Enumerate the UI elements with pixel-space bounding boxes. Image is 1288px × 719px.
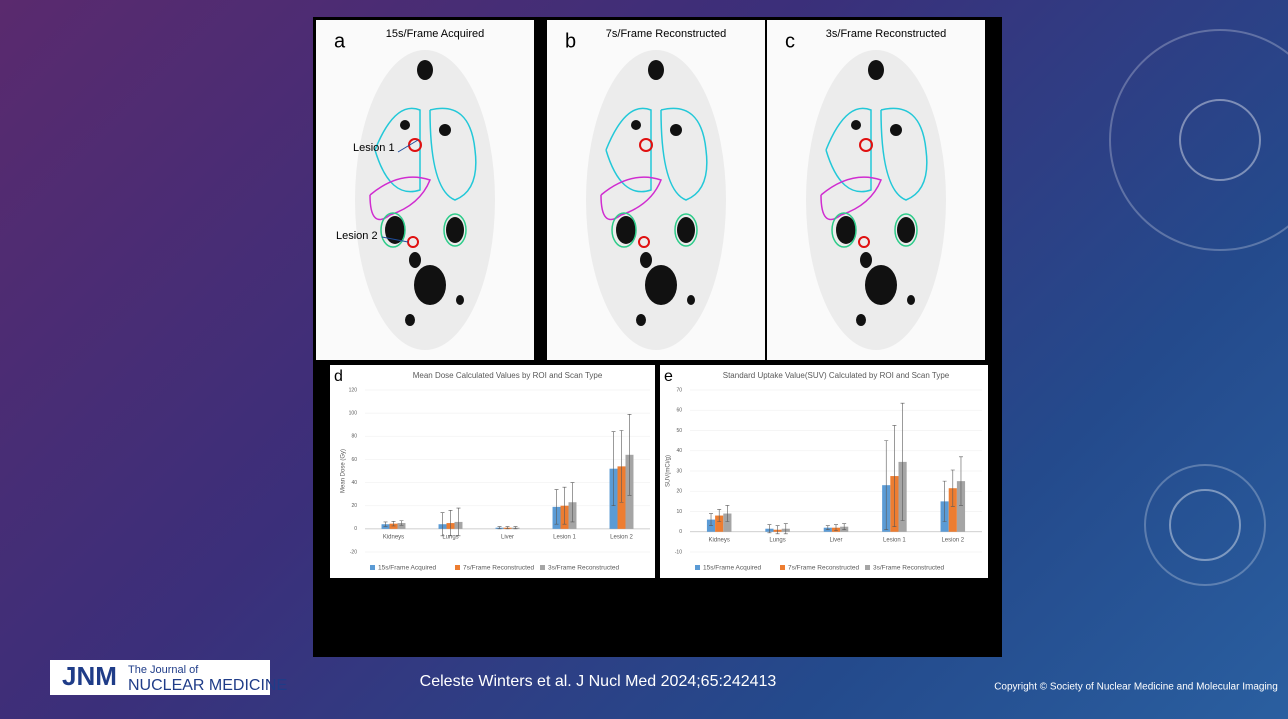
uptake (865, 265, 897, 305)
x-tick-label: Liver (501, 534, 514, 540)
legend-label: 7s/Frame Reconstructed (788, 565, 860, 572)
uptake (446, 217, 464, 243)
legend-label: 15s/Frame Acquired (378, 565, 437, 572)
uptake (670, 124, 682, 136)
panel-letter: b (565, 30, 576, 52)
y-tick-label: 40 (351, 480, 357, 486)
chart-box (660, 365, 988, 578)
uptake (439, 124, 451, 136)
legend-label: 3s/Frame Reconstructed (548, 565, 620, 572)
annotation: Lesion 1 (353, 142, 395, 154)
legend-label: 15s/Frame Acquired (703, 565, 762, 572)
y-axis-label: SUV(mCi/g) (666, 455, 672, 487)
uptake (868, 60, 884, 80)
uptake (417, 60, 433, 80)
annotation: Lesion 2 (336, 230, 378, 242)
uptake (897, 217, 915, 243)
x-tick-label: Lesion 1 (883, 537, 906, 543)
uptake (677, 217, 695, 243)
legend-swatch (455, 565, 460, 570)
chart-title: Standard Uptake Value(SUV) Calculated by… (723, 371, 950, 380)
uptake (907, 295, 915, 305)
y-tick-label: 50 (676, 428, 682, 434)
decor (1145, 465, 1265, 585)
chart-title: Mean Dose Calculated Values by ROI and S… (413, 371, 603, 380)
panel-letter: d (334, 368, 343, 385)
y-tick-label: 20 (676, 489, 682, 495)
uptake (636, 314, 646, 326)
y-tick-label: 60 (351, 457, 357, 463)
legend-swatch (865, 565, 870, 570)
uptake (860, 252, 872, 268)
x-tick-label: Lesion 2 (941, 537, 964, 543)
y-tick-label: 80 (351, 434, 357, 440)
uptake (648, 60, 664, 80)
uptake (631, 120, 641, 130)
x-tick-label: Kidneys (383, 534, 404, 540)
body-outline (806, 50, 946, 350)
x-tick-label: Liver (829, 537, 842, 543)
y-axis-label: Mean Dose (Gy) (341, 449, 347, 493)
uptake (405, 314, 415, 326)
y-tick-label: 60 (676, 408, 682, 414)
y-tick-label: 0 (679, 529, 682, 535)
x-tick-label: Kidneys (709, 537, 730, 543)
legend-swatch (695, 565, 700, 570)
panel-letter: e (664, 368, 673, 385)
legend-label: 7s/Frame Reconstructed (463, 565, 535, 572)
y-tick-label: 100 (349, 410, 358, 416)
legend-swatch (540, 565, 545, 570)
uptake (640, 252, 652, 268)
legend-swatch (780, 565, 785, 570)
citation: Celeste Winters et al. J Nucl Med 2024;6… (420, 673, 777, 690)
body-outline (586, 50, 726, 350)
x-tick-label: Lesion 2 (610, 534, 633, 540)
y-tick-label: -20 (350, 549, 357, 555)
figure: JNM The Journal of NUCLEAR MEDICINE Cele… (0, 0, 1288, 719)
y-tick-label: 0 (354, 526, 357, 532)
y-tick-label: 30 (676, 468, 682, 474)
y-tick-label: 120 (349, 387, 358, 393)
panel-title: 7s/Frame Reconstructed (606, 28, 726, 40)
uptake (456, 295, 464, 305)
uptake (400, 120, 410, 130)
uptake (851, 120, 861, 130)
legend-swatch (370, 565, 375, 570)
x-tick-label: Lungs (769, 537, 785, 543)
logo-abbr: JNM (62, 661, 117, 691)
body-outline (355, 50, 495, 350)
logo-line: The Journal of (128, 664, 199, 676)
chart-box (330, 365, 655, 578)
y-tick-label: -10 (675, 549, 682, 555)
y-tick-label: 70 (676, 387, 682, 393)
y-tick-label: 10 (676, 509, 682, 515)
copyright: Copyright © Society of Nuclear Medicine … (994, 682, 1278, 693)
uptake (645, 265, 677, 305)
logo-line: NUCLEAR MEDICINE (128, 677, 287, 694)
y-tick-label: 20 (351, 503, 357, 509)
legend-label: 3s/Frame Reconstructed (873, 565, 945, 572)
panel-letter: a (334, 30, 346, 52)
panel-title: 15s/Frame Acquired (386, 28, 484, 40)
uptake (856, 314, 866, 326)
uptake (890, 124, 902, 136)
x-tick-label: Lesion 1 (553, 534, 576, 540)
panel-letter: c (785, 30, 795, 52)
uptake (409, 252, 421, 268)
decor (1180, 100, 1260, 180)
slide: JNM The Journal of NUCLEAR MEDICINE Cele… (0, 0, 1288, 719)
y-tick-label: 40 (676, 448, 682, 454)
uptake (687, 295, 695, 305)
decor (1110, 30, 1288, 250)
uptake (414, 265, 446, 305)
panel-title: 3s/Frame Reconstructed (826, 28, 946, 40)
decor (1170, 490, 1240, 560)
